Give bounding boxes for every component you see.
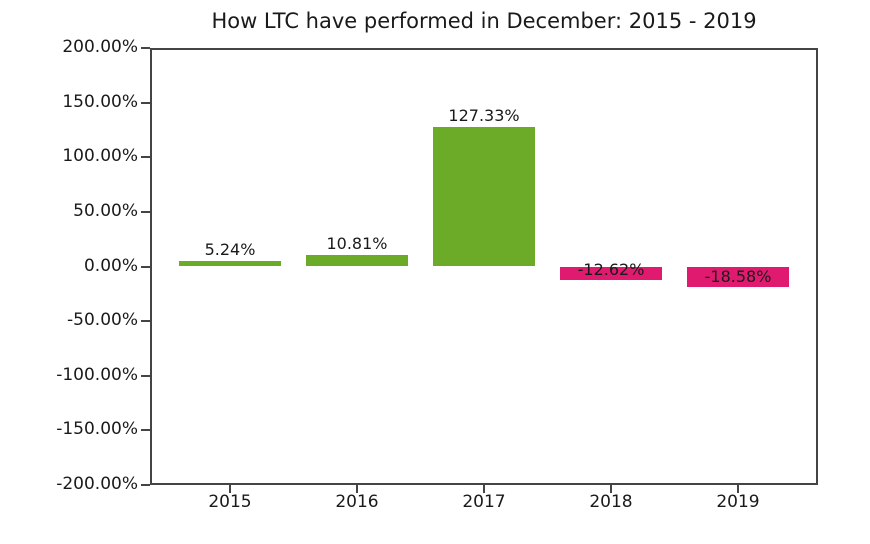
bar-2015 bbox=[179, 260, 281, 267]
y-tick-mark bbox=[141, 156, 150, 159]
chart-title: How LTC have performed in December: 2015… bbox=[211, 9, 757, 33]
y-tick-mark bbox=[141, 47, 150, 49]
y-tick-label: 150.00% bbox=[62, 91, 138, 112]
y-tick-mark bbox=[141, 265, 150, 268]
x-tick-label: 2015 bbox=[208, 492, 252, 512]
bar-2017 bbox=[433, 127, 535, 267]
bar-value-label: -12.62% bbox=[577, 260, 645, 280]
x-tick-mark bbox=[229, 485, 231, 493]
y-tick-mark bbox=[141, 101, 150, 104]
bar-2018 bbox=[560, 266, 662, 281]
bar-value-label: 127.33% bbox=[448, 106, 520, 126]
y-tick-label: 50.00% bbox=[73, 200, 138, 221]
x-tick-label: 2018 bbox=[589, 492, 633, 512]
x-tick-label: 2016 bbox=[335, 492, 379, 512]
y-tick-label: -50.00% bbox=[67, 310, 138, 331]
y-tick-mark bbox=[141, 429, 150, 432]
y-tick-label: -150.00% bbox=[56, 419, 138, 440]
x-tick-label: 2017 bbox=[462, 492, 506, 512]
y-tick-label: 100.00% bbox=[62, 146, 138, 167]
x-tick-mark bbox=[610, 485, 612, 493]
y-tick-label: -100.00% bbox=[56, 364, 138, 385]
bar-value-label: 10.81% bbox=[326, 233, 388, 253]
bar-2016 bbox=[306, 254, 408, 267]
x-tick-mark bbox=[483, 485, 485, 493]
bar-2019 bbox=[687, 266, 789, 287]
y-tick-label: -200.00% bbox=[56, 474, 138, 494]
y-tick-mark bbox=[141, 484, 150, 486]
bar-value-label: -18.58% bbox=[704, 266, 772, 286]
x-tick-label: 2019 bbox=[716, 492, 760, 512]
y-tick-label: 200.00% bbox=[62, 37, 138, 57]
y-tick-label: 0.00% bbox=[83, 255, 138, 276]
y-tick-mark bbox=[141, 374, 150, 377]
bar-value-label: 5.24% bbox=[204, 239, 256, 259]
x-tick-mark bbox=[737, 485, 739, 493]
x-tick-mark bbox=[356, 485, 358, 493]
y-tick-mark bbox=[141, 210, 150, 213]
y-tick-mark bbox=[141, 320, 150, 323]
